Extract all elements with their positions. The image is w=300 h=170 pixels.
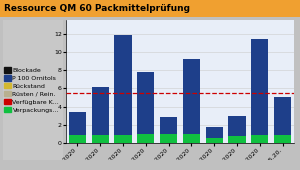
Bar [229,135,246,143]
Bar [251,135,268,143]
Bar [92,88,109,135]
Bar [115,35,132,135]
Bar [229,116,246,135]
Bar [274,135,291,143]
Legend: Blockade, P 100 Ornitols, Rückstand, Rüsten / Rein., Verfügbare K..., Verpackung: Blockade, P 100 Ornitols, Rückstand, Rüs… [3,66,61,114]
Bar [183,59,200,134]
Bar [251,39,268,135]
Bar [183,134,200,143]
Bar [160,117,177,134]
Bar [206,138,223,143]
Bar [115,135,132,143]
Bar [206,127,223,138]
Bar [160,134,177,143]
Bar [69,135,86,143]
Text: Ressource QM 60 Packmittelprüfung: Ressource QM 60 Packmittelprüfung [4,4,190,13]
Bar [92,135,109,143]
Bar [137,134,154,143]
Bar [69,112,86,135]
Bar [274,97,291,135]
Bar [137,72,154,134]
